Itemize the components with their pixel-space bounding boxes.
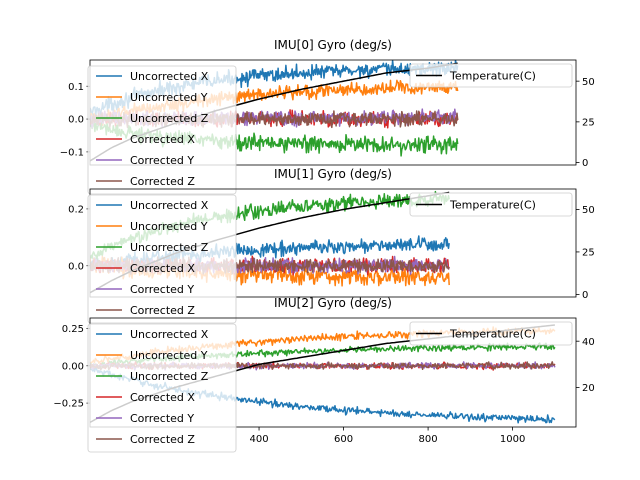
chart2-xtick-label: 600 bbox=[334, 434, 353, 445]
chart1-legend-right-box bbox=[409, 192, 573, 217]
chart0-legend-label: Corrected Y bbox=[130, 154, 194, 167]
chart2-xtick-label: 800 bbox=[419, 434, 438, 445]
chart1-legend-label: Uncorrected Y bbox=[130, 220, 208, 233]
chart2-legend-left-box bbox=[87, 323, 237, 453]
chart0-legend-left-box bbox=[87, 65, 237, 195]
chart1-legend-label: Corrected Y bbox=[130, 283, 194, 296]
chart2-ytick-label: −0.25 bbox=[53, 399, 84, 410]
chart1-ytick-label: 0.0 bbox=[68, 261, 84, 272]
chart2-title: IMU[2] Gyro (deg/s) bbox=[274, 296, 392, 310]
chart2-xtick-label: 1000 bbox=[500, 434, 525, 445]
chart1-legend-left: Uncorrected X Uncorrected Y Uncorrected Z C… bbox=[87, 194, 237, 324]
chart0-ytick-label: 0.0 bbox=[68, 115, 84, 126]
chart1-legend-label: Uncorrected Z bbox=[130, 241, 209, 254]
chart1-y2tick-label: 25 bbox=[582, 248, 595, 259]
chart2-legend-label: Corrected Y bbox=[130, 412, 194, 425]
chart2-legend-right: Temperature(C) bbox=[409, 321, 573, 346]
chart1-y2tick-label: 50 bbox=[582, 205, 595, 216]
chart0-legend-label: Corrected Z bbox=[130, 175, 195, 188]
chart2-legend-right-box bbox=[409, 321, 573, 346]
chart1-title: IMU[1] Gyro (deg/s) bbox=[274, 167, 392, 181]
chart2-legend-left: Uncorrected X Uncorrected Y Uncorrected Z C… bbox=[87, 323, 237, 453]
chart0-y2tick-label: 0 bbox=[582, 158, 588, 169]
chart1-ytick-label: 0.2 bbox=[68, 204, 84, 215]
chart2-ytick-label: 0.25 bbox=[62, 324, 84, 335]
chart2-legend-label: Uncorrected Y bbox=[130, 349, 208, 362]
chart0-title: IMU[0] Gyro (deg/s) bbox=[274, 38, 392, 52]
chart0-legend-label: Uncorrected Z bbox=[130, 112, 209, 125]
chart0-legend-label: Corrected X bbox=[130, 133, 195, 146]
chart2-legend-temperature-label: Temperature(C) bbox=[449, 328, 536, 341]
chart0-ytick-label: −0.1 bbox=[60, 147, 84, 158]
chart2-legend-label: Uncorrected Z bbox=[130, 370, 209, 383]
chart2-panel: −0.25 0.00 0.25 20 40 400 600 800 1000 Temperatur… bbox=[53, 317, 595, 453]
chart0-y2tick-label: 50 bbox=[582, 77, 595, 88]
chart1-legend-label: Corrected X bbox=[130, 262, 195, 275]
chart0-legend-right-box bbox=[409, 63, 573, 88]
chart1-legend-label: Corrected Z bbox=[130, 304, 195, 317]
chart0-legend-right: Temperature(C) bbox=[409, 63, 573, 88]
chart0-panel: −0.1 0.0 0.1 0 25 50 Temperature(C) Uncorrected… bbox=[60, 59, 595, 195]
chart2-y2tick-label: 20 bbox=[582, 383, 595, 394]
chart2-y2tick-label: 40 bbox=[582, 337, 595, 348]
chart0-legend-label: Uncorrected X bbox=[130, 70, 209, 83]
chart2-legend-label: Corrected X bbox=[130, 391, 195, 404]
chart1-legend-right: Temperature(C) bbox=[409, 192, 573, 217]
chart2-xtick-label: 400 bbox=[249, 434, 268, 445]
chart2-legend-label: Uncorrected X bbox=[130, 328, 209, 341]
chart1-legend-temperature-label: Temperature(C) bbox=[449, 199, 536, 212]
chart0-y2tick-label: 25 bbox=[582, 117, 595, 128]
chart1-legend-label: Uncorrected X bbox=[130, 199, 209, 212]
chart2-legend-label: Corrected Z bbox=[130, 433, 195, 446]
chart1-y2tick-label: 0 bbox=[582, 290, 588, 301]
chart1-legend-left-box bbox=[87, 194, 237, 324]
chart0-legend-temperature-label: Temperature(C) bbox=[449, 70, 536, 83]
chart0-legend-label: Uncorrected Y bbox=[130, 91, 208, 104]
chart2-ytick-label: 0.00 bbox=[62, 361, 84, 372]
chart0-ytick-label: 0.1 bbox=[68, 82, 84, 93]
chart0-legend-left: Uncorrected X Uncorrected Y Uncorrected Z C… bbox=[87, 65, 237, 195]
